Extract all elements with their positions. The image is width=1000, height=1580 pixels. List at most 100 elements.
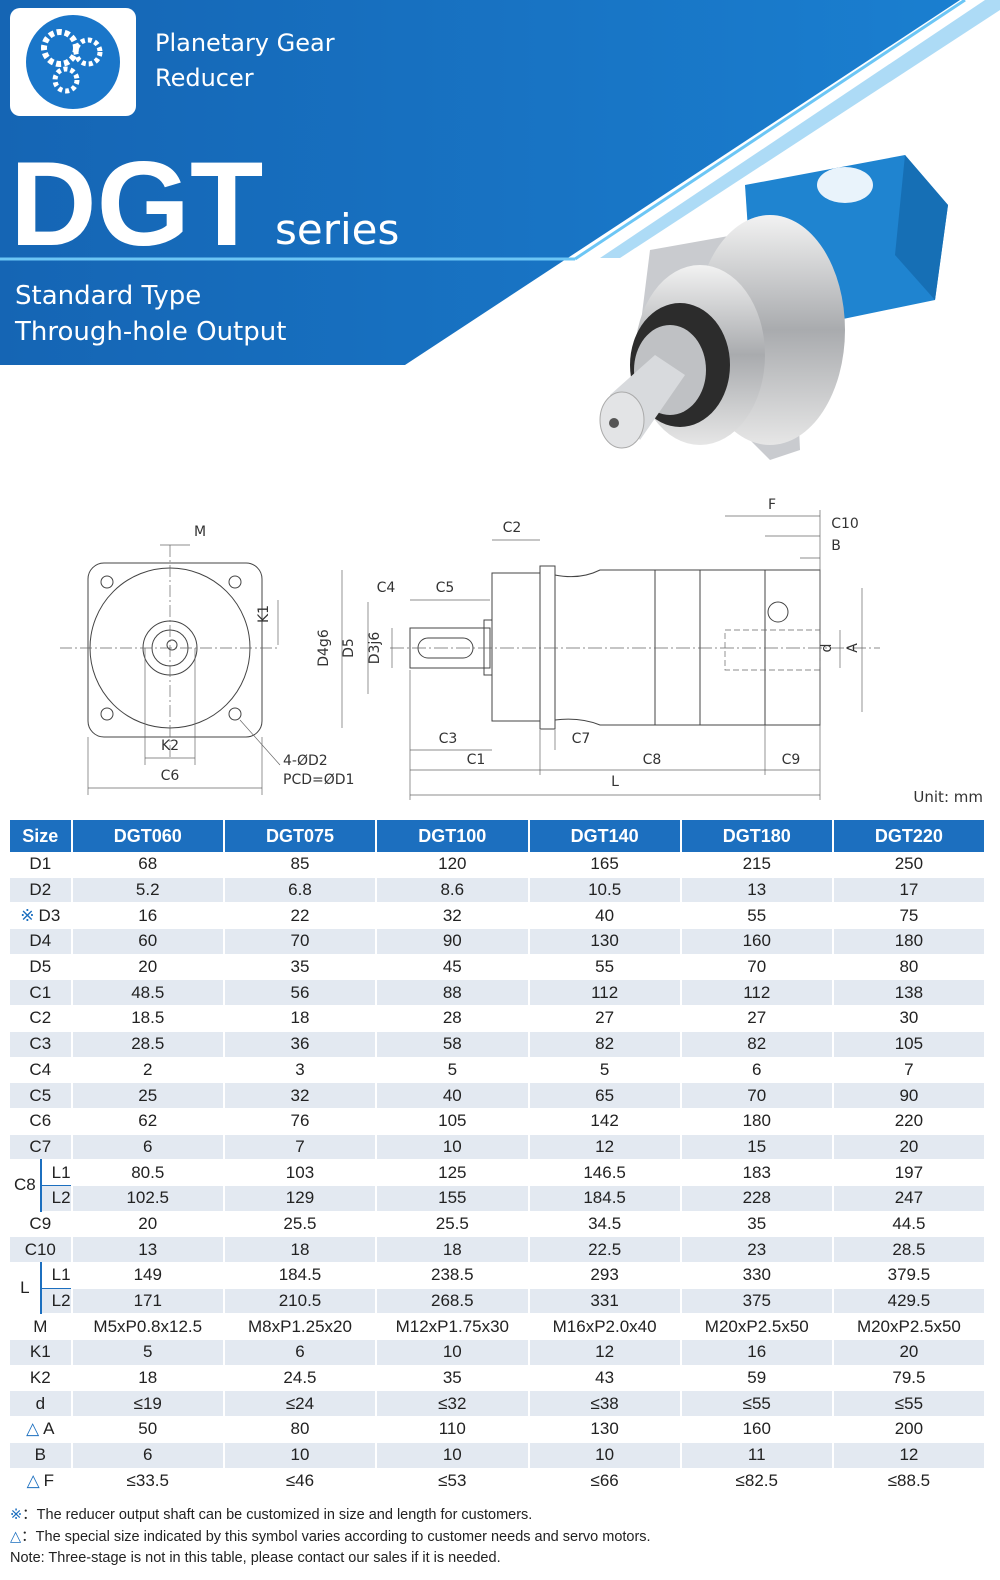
dimension-label: D3j6 (367, 632, 383, 665)
subtitle: Through-hole Output (14, 317, 286, 347)
value-cell: M16xP2.0x40 (528, 1313, 682, 1341)
dimension-label: C7 (572, 731, 591, 747)
value-cell: 268.5 (376, 1288, 530, 1315)
dimension-label: C8 (643, 752, 662, 768)
row-label-text: C10 (24, 1239, 56, 1259)
value-cell: 70 (680, 1082, 834, 1109)
table-row: L2 102.5 129 155 184.5 228 247 (10, 1185, 987, 1212)
value-cell: 105 (832, 1031, 987, 1058)
value-cell: M5xP0.8x12.5 (71, 1313, 225, 1341)
value-cell: 56 (223, 979, 378, 1007)
header-cell: DGT075 (223, 820, 378, 852)
value-cell: 331 (528, 1288, 682, 1315)
value-cell: 375 (680, 1288, 834, 1315)
dimension-label: D4g6 (316, 629, 332, 667)
dimension-label: PCD=ØD1 (283, 772, 354, 788)
row-label-text: K2 (29, 1368, 51, 1388)
value-cell: 13 (71, 1236, 225, 1263)
row-label-text: C6 (29, 1111, 52, 1131)
table-row: K1 5 6 10 12 16 20 (10, 1339, 987, 1366)
group-label: L (10, 1262, 42, 1315)
row-label-text: B (34, 1445, 46, 1465)
value-cell: 429.5 (832, 1288, 987, 1315)
header-row: Size DGT060 DGT075 DGT100 DGT140 DGT180 DGT220 (10, 820, 987, 852)
row-label-text: D2 (29, 880, 52, 900)
value-cell: 6 (223, 1339, 378, 1366)
value-cell: 32 (376, 902, 530, 930)
dimension-label: C2 (503, 520, 522, 536)
value-cell: 75 (832, 902, 987, 930)
value-cell: 138 (832, 979, 987, 1007)
header-cell: DGT100 (376, 820, 530, 852)
value-cell: 197 (832, 1159, 987, 1186)
front-view (60, 544, 281, 795)
dimension-label: 4-ØD2 (283, 753, 328, 769)
dimension-label: F (768, 497, 776, 513)
value-cell: 5.2 (71, 877, 225, 904)
logo (26, 15, 120, 109)
value-cell: 130 (528, 928, 682, 955)
value-cell: 90 (832, 1082, 987, 1109)
header-cell: DGT180 (680, 820, 834, 852)
value-cell: 55 (528, 954, 682, 981)
value-cell: 10 (376, 1442, 530, 1469)
table-row: C2 18.5 18 28 27 27 30 (10, 1005, 987, 1032)
value-cell: ≤32 (376, 1390, 530, 1418)
row-label: C6 (10, 1108, 73, 1135)
logo-gear (41, 29, 79, 67)
value-cell: 112 (528, 979, 682, 1007)
value-cell: 103 (223, 1159, 378, 1186)
note: ※：The reducer output shaft can be custom… (10, 1505, 651, 1527)
table-row: C3 28.5 36 58 82 82 105 (10, 1031, 987, 1058)
value-cell: 238.5 (376, 1262, 530, 1289)
row-label-text: C4 (29, 1059, 52, 1079)
side-view (341, 510, 880, 800)
value-cell: 330 (680, 1262, 834, 1289)
value-cell: 10 (376, 1339, 530, 1366)
row-label: ※ D3 (10, 902, 73, 930)
note-text: ：The reducer output shaft can be customi… (22, 1507, 533, 1523)
value-cell: 22.5 (528, 1236, 682, 1263)
note: △：The special size indicated by this sym… (10, 1527, 651, 1549)
value-cell: 82 (528, 1031, 682, 1058)
value-cell: 250 (832, 852, 987, 878)
value-cell: 5 (376, 1057, 530, 1084)
value-cell: 18 (223, 1005, 378, 1032)
header-accent (600, 0, 1000, 258)
value-cell: 28.5 (832, 1236, 987, 1263)
value-cell: ≤88.5 (832, 1468, 987, 1495)
dimension-label: K1 (256, 605, 272, 623)
sub-label: L2 (40, 1185, 73, 1212)
row-label-text: M (33, 1316, 48, 1336)
row-label-text: C5 (29, 1085, 52, 1105)
row-label: D1 (10, 852, 73, 878)
value-cell: 7 (223, 1134, 378, 1161)
table-row: B 6 10 10 10 11 12 (10, 1442, 987, 1469)
table-row: L2 171 210.5 268.5 331 375 429.5 (10, 1288, 987, 1315)
value-cell: 60 (71, 928, 225, 955)
group-label: C8 (10, 1159, 42, 1212)
table-row: △ A 50 80 110 130 160 200 (10, 1416, 987, 1443)
value-cell: 48.5 (71, 979, 225, 1007)
note-symbol: △ (10, 1528, 22, 1545)
table-row: C9 20 25.5 25.5 34.5 35 44.5 (10, 1211, 987, 1238)
table-row: D1 68 85 120 165 215 250 (10, 852, 987, 878)
value-cell: 28.5 (71, 1031, 225, 1058)
row-label: △ A (10, 1416, 73, 1443)
value-cell: 105 (376, 1108, 530, 1135)
row-label: C4 (10, 1057, 73, 1084)
value-cell: 102.5 (71, 1185, 225, 1212)
value-cell: 6 (680, 1057, 834, 1084)
value-cell: 80 (223, 1416, 378, 1443)
value-cell: 36 (223, 1031, 378, 1058)
value-cell: 20 (71, 954, 225, 981)
header-cell: DGT060 (71, 820, 225, 852)
value-cell: 43 (528, 1365, 682, 1392)
value-cell: 58 (376, 1031, 530, 1058)
value-cell: ≤24 (223, 1390, 378, 1418)
value-cell: 25.5 (376, 1211, 530, 1238)
value-cell: 62 (71, 1108, 225, 1135)
logo-gear (73, 37, 103, 67)
table-row: K2 18 24.5 35 43 59 79.5 (10, 1365, 987, 1392)
value-cell: 160 (680, 1416, 834, 1443)
